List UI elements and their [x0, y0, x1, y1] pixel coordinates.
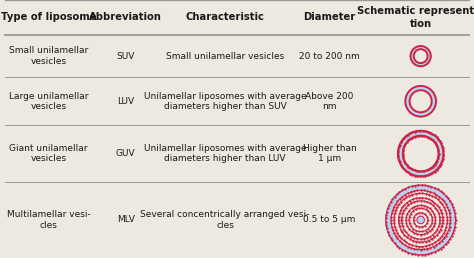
Text: 0.5 to 5 μm: 0.5 to 5 μm: [303, 215, 356, 224]
Text: LUV: LUV: [117, 97, 134, 106]
Text: Schematic representa-
tion: Schematic representa- tion: [356, 6, 474, 29]
Text: SUV: SUV: [117, 52, 135, 61]
Text: Small unilamellar
vesicles: Small unilamellar vesicles: [9, 46, 88, 66]
Text: Small unilamellar vesicles: Small unilamellar vesicles: [166, 52, 284, 61]
Circle shape: [410, 46, 431, 66]
Circle shape: [399, 198, 443, 242]
Circle shape: [394, 193, 447, 247]
Text: Unilamellar liposomes with average
diameters higher than SUV: Unilamellar liposomes with average diame…: [144, 92, 307, 111]
Circle shape: [406, 205, 435, 235]
Circle shape: [403, 136, 438, 171]
Circle shape: [398, 131, 444, 176]
Circle shape: [409, 208, 432, 232]
Circle shape: [405, 86, 436, 117]
Text: MLV: MLV: [117, 215, 135, 224]
Circle shape: [413, 213, 428, 227]
Text: Diameter: Diameter: [303, 12, 356, 22]
Text: Above 200
nm: Above 200 nm: [305, 92, 354, 111]
Circle shape: [401, 201, 440, 239]
Circle shape: [417, 216, 424, 224]
Text: GUV: GUV: [116, 149, 136, 158]
Text: Characteristic: Characteristic: [186, 12, 264, 22]
Text: 20 to 200 nm: 20 to 200 nm: [299, 52, 360, 61]
Text: Unilamellar liposomes with average
diameters higher than LUV: Unilamellar liposomes with average diame…: [144, 144, 307, 163]
Text: Several concentrically arranged vesi-
cles: Several concentrically arranged vesi- cl…: [140, 210, 310, 230]
Text: Large unilamellar
vesicles: Large unilamellar vesicles: [9, 92, 88, 111]
Text: Higher than
1 μm: Higher than 1 μm: [302, 144, 356, 163]
Text: Giant unilamellar
vesicles: Giant unilamellar vesicles: [9, 144, 88, 163]
Circle shape: [391, 190, 450, 249]
Circle shape: [410, 90, 432, 112]
Circle shape: [414, 49, 428, 63]
Circle shape: [386, 185, 456, 255]
Text: Type of liposome: Type of liposome: [1, 12, 96, 22]
Text: Abbreviation: Abbreviation: [89, 12, 162, 22]
Text: Multilamellar vesi-
cles: Multilamellar vesi- cles: [7, 210, 91, 230]
